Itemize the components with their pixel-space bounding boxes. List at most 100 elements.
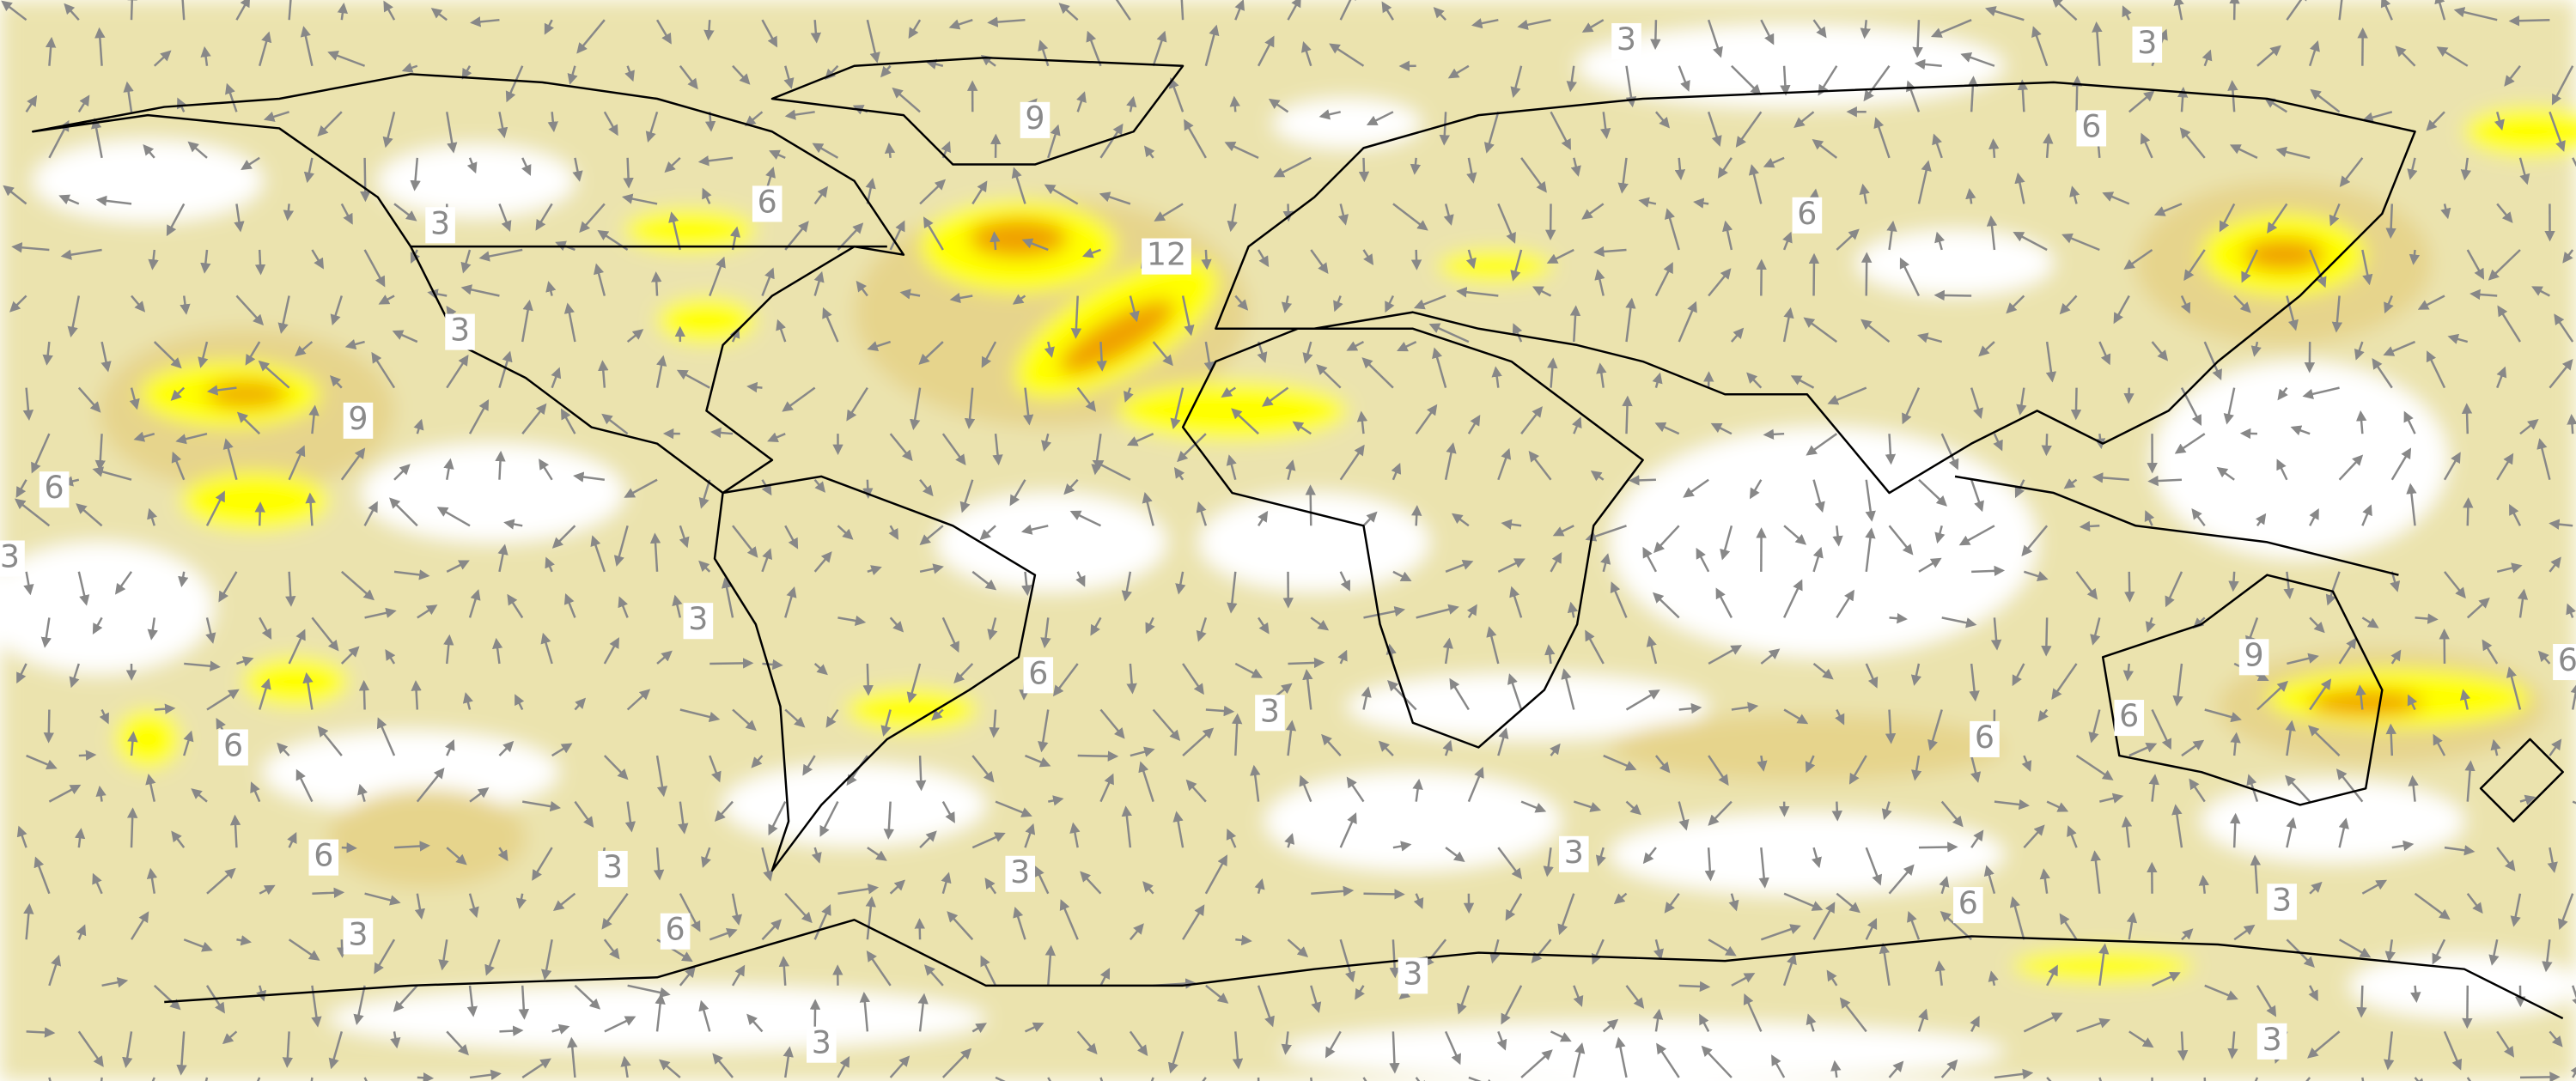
wind-arrow bbox=[1099, 708, 1125, 739]
wind-arrow bbox=[2122, 663, 2134, 682]
wind-arrow bbox=[1285, 720, 1297, 756]
wind-arrow bbox=[1034, 865, 1050, 895]
wind-arrow bbox=[393, 464, 411, 481]
wind-arrow bbox=[443, 458, 454, 480]
wind-arrow bbox=[389, 497, 418, 527]
contour-label: 12 bbox=[1147, 236, 1186, 273]
wind-arrow bbox=[1783, 525, 1807, 545]
wind-arrow bbox=[545, 556, 555, 573]
wind-arrow bbox=[153, 984, 181, 1011]
wind-arrow bbox=[2063, 478, 2078, 489]
wind-arrow bbox=[767, 432, 786, 443]
wind-arrow bbox=[1830, 1060, 1842, 1078]
wind-arrow bbox=[1177, 433, 1207, 463]
wind-arrow bbox=[2165, 571, 2183, 608]
wind-arrow bbox=[1170, 387, 1184, 430]
wind-arrow bbox=[1011, 167, 1026, 204]
wind-arrow bbox=[259, 884, 276, 896]
wind-arrow bbox=[341, 842, 357, 853]
wind-arrow bbox=[2466, 892, 2483, 914]
wind-arrow bbox=[1099, 968, 1111, 987]
wind-arrow bbox=[1570, 157, 1581, 177]
wind-arrow bbox=[1831, 801, 1842, 822]
wind-arrow bbox=[2021, 755, 2032, 772]
label-box bbox=[1142, 238, 1191, 275]
wind-arrow bbox=[495, 450, 506, 480]
wind-arrow bbox=[2012, 663, 2025, 687]
wind-arrow bbox=[446, 847, 467, 865]
wind-arrow bbox=[1467, 414, 1481, 434]
wind-arrow bbox=[2338, 0, 2343, 21]
wind-arrow bbox=[819, 801, 839, 837]
wind-arrow bbox=[971, 832, 1006, 849]
wind-arrow bbox=[1717, 157, 1733, 179]
wind-arrow bbox=[679, 708, 721, 723]
wind-arrow bbox=[2504, 64, 2521, 87]
label-box bbox=[1398, 957, 1428, 994]
wind-arrow bbox=[971, 180, 988, 205]
wind-arrow bbox=[1782, 307, 1794, 343]
wind-arrow bbox=[2361, 504, 2372, 526]
wind-arrow bbox=[1284, 833, 1295, 848]
wind-arrow bbox=[1143, 145, 1155, 159]
wind-arrow bbox=[1888, 1060, 1904, 1078]
wind-arrow bbox=[2391, 840, 2415, 852]
wind-arrow bbox=[2098, 341, 2111, 366]
wind-arrow bbox=[1339, 812, 1357, 848]
wind-arrow bbox=[2305, 1077, 2311, 1081]
wind-arrow bbox=[376, 717, 396, 756]
wind-arrow bbox=[769, 149, 786, 161]
wind-arrow bbox=[782, 386, 816, 412]
wind-arrow bbox=[703, 20, 715, 41]
wind-arrow bbox=[645, 111, 659, 143]
wind-arrow bbox=[802, 755, 816, 776]
wind-arrow bbox=[1683, 478, 1709, 498]
wind-arrow bbox=[1993, 433, 2003, 452]
wind-arrow bbox=[2325, 571, 2341, 606]
wind-arrow bbox=[1339, 0, 1356, 21]
wind-arrow bbox=[1865, 918, 1878, 940]
wind-arrow bbox=[813, 185, 828, 205]
wind-arrow bbox=[1704, 847, 1715, 882]
wind-arrow bbox=[222, 438, 238, 481]
wind-arrow bbox=[1566, 65, 1577, 93]
wind-arrow bbox=[503, 519, 523, 530]
wind-arrow bbox=[236, 411, 261, 435]
wind-arrow bbox=[888, 525, 899, 540]
wind-arrow bbox=[99, 708, 109, 725]
wind-arrow bbox=[1567, 601, 1579, 618]
wind-arrow bbox=[250, 781, 261, 803]
wind-arrow bbox=[1520, 800, 1547, 813]
wind-arrow bbox=[1444, 1030, 1461, 1066]
wind-arrow bbox=[865, 177, 876, 204]
wind-arrow bbox=[26, 1027, 56, 1038]
wind-arrow bbox=[702, 187, 712, 204]
wind-arrow bbox=[166, 203, 186, 237]
wind-arrow bbox=[784, 892, 813, 924]
wind-arrow bbox=[679, 893, 701, 932]
wind-arrow bbox=[1512, 323, 1523, 343]
wind-arrow bbox=[1432, 347, 1447, 388]
wind-arrow bbox=[1361, 357, 1394, 389]
wind-arrow bbox=[1076, 1030, 1098, 1055]
wind-arrow bbox=[2549, 738, 2562, 756]
wind-arrow bbox=[1257, 985, 1275, 1028]
wind-arrow bbox=[94, 434, 106, 471]
wind-arrow bbox=[2285, 774, 2311, 803]
wind-arrow bbox=[1363, 889, 1405, 900]
wind-arrow bbox=[984, 878, 997, 895]
wind-arrow bbox=[598, 360, 609, 388]
wind-arrow bbox=[43, 709, 55, 744]
label-box bbox=[2267, 884, 2297, 920]
wind-arrow bbox=[1121, 571, 1132, 602]
wind-arrow bbox=[1552, 525, 1574, 537]
wind-arrow bbox=[1573, 1042, 1586, 1078]
wind-arrow bbox=[2152, 971, 2181, 987]
wind-arrow bbox=[925, 58, 944, 70]
wind-arrow bbox=[1550, 1030, 1572, 1042]
wind-arrow bbox=[1642, 847, 1657, 865]
wind-arrow bbox=[277, 295, 290, 334]
wind-arrow bbox=[430, 8, 448, 21]
wind-arrow bbox=[813, 478, 826, 493]
wind-arrow bbox=[910, 387, 922, 430]
